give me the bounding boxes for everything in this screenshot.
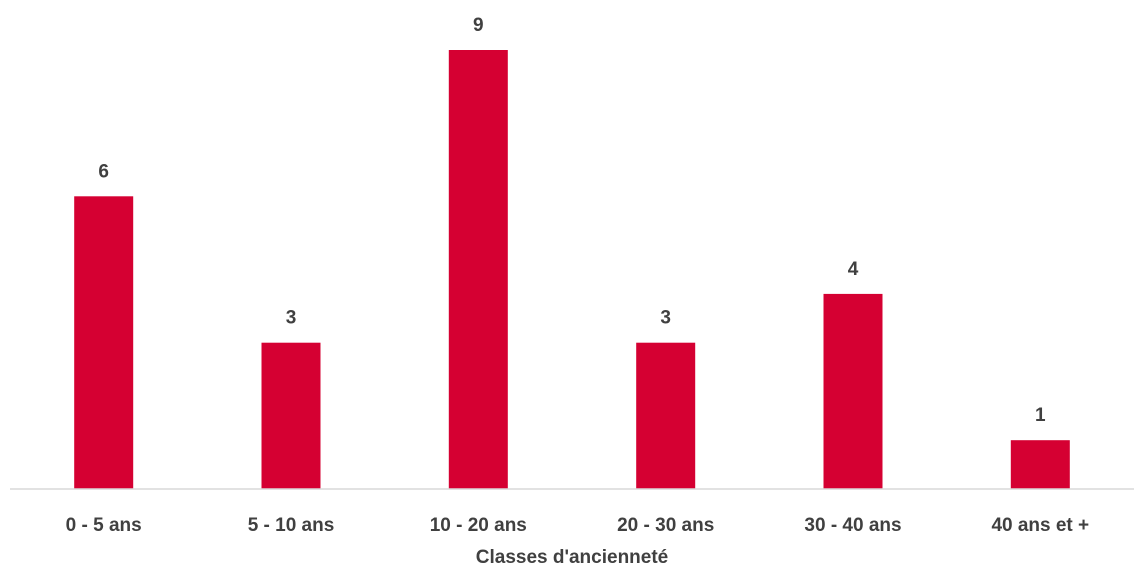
- bar-value-label: 4: [848, 259, 859, 280]
- bar: [636, 343, 695, 489]
- bar-value-label: 6: [98, 161, 109, 182]
- bar-value-label: 3: [286, 308, 297, 329]
- x-tick-label: 40 ans et +: [991, 515, 1089, 536]
- x-tick-labels-layer: 0 - 5 ans 5 - 10 ans 10 - 20 ans 20 - 30 an…: [66, 515, 1089, 536]
- x-tick-label: 5 - 10 ans: [248, 515, 335, 536]
- bar: [74, 196, 133, 489]
- x-tick-label: 0 - 5 ans: [66, 515, 142, 536]
- bar: [824, 294, 883, 489]
- bar: [1011, 440, 1070, 489]
- bar-value-label: 1: [1035, 405, 1046, 426]
- x-tick-label: 20 - 30 ans: [617, 515, 714, 536]
- bar: [262, 343, 321, 489]
- x-axis-title: Classes d'ancienneté: [476, 547, 669, 568]
- x-tick-label: 30 - 40 ans: [804, 515, 901, 536]
- bars-layer: [74, 50, 1070, 489]
- bar: [449, 50, 508, 489]
- data-labels-layer: 6 3 9 3 4 1: [98, 15, 1046, 426]
- bar-value-label: 3: [660, 308, 671, 329]
- bar-value-label: 9: [473, 15, 484, 36]
- x-tick-label: 10 - 20 ans: [430, 515, 527, 536]
